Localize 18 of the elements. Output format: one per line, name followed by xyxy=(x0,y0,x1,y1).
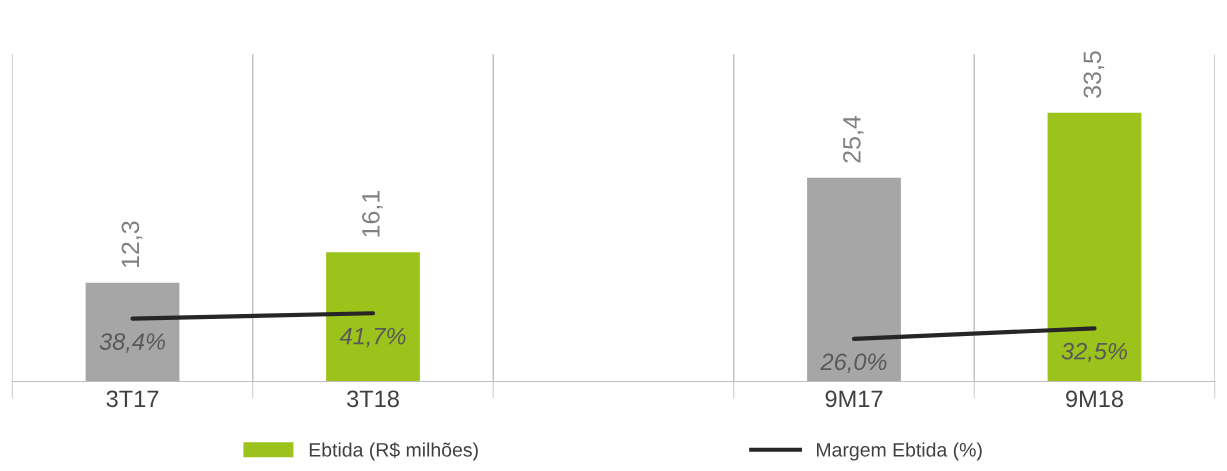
x-tick-label: 9M18 xyxy=(1066,390,1123,408)
bar xyxy=(1047,112,1142,382)
data-label: 38,4% xyxy=(99,333,165,353)
bar xyxy=(326,252,420,382)
legend-label: Margem Ebtida (%) xyxy=(817,442,982,461)
data-label: 26,0% xyxy=(820,353,887,373)
bar xyxy=(807,177,901,382)
data-label: 12,3 xyxy=(121,221,143,268)
x-tick-label: 9M17 xyxy=(825,390,883,408)
data-label: 25,4 xyxy=(843,115,864,163)
data-label: 41,7% xyxy=(339,327,406,348)
data-label: 16,1 xyxy=(362,191,383,237)
x-tick-label: 3T18 xyxy=(347,390,399,408)
legend-label: Ebtida (R$ milhões) xyxy=(309,442,478,461)
bar xyxy=(85,282,180,382)
x-tick-label: 3T17 xyxy=(106,390,159,408)
data-label: 33,5 xyxy=(1083,51,1105,98)
data-label: 32,5% xyxy=(1061,342,1127,363)
